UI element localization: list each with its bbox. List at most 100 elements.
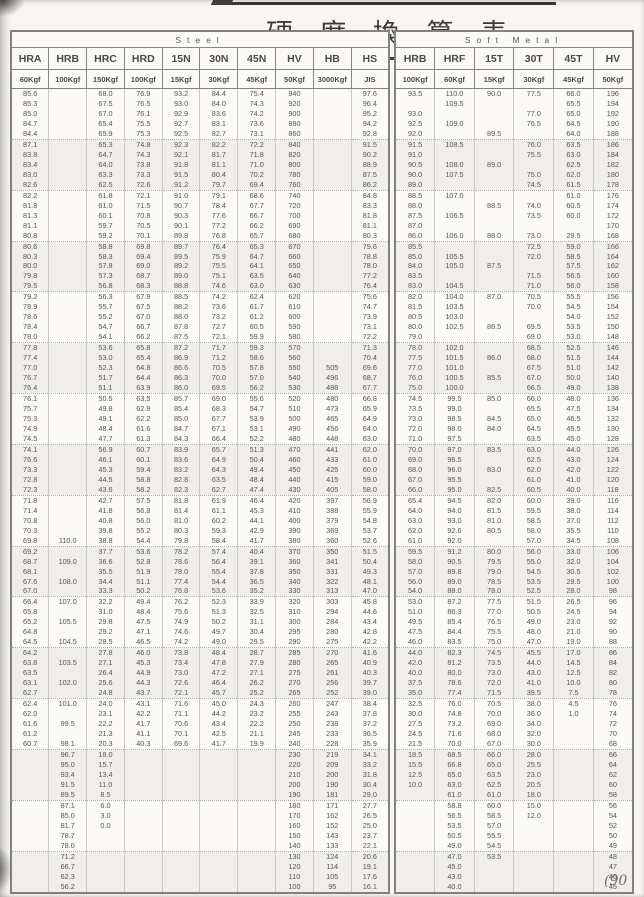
cell: 83.0 — [473, 464, 514, 475]
cell: 313 — [312, 586, 352, 598]
cell: 65.2 — [23, 617, 38, 627]
cell: 85.4 — [434, 617, 475, 628]
cell — [199, 871, 238, 882]
cell: 56 — [592, 800, 633, 811]
cell: 59.5 — [395, 546, 435, 557]
cell: 17.6 — [350, 871, 389, 882]
cell: 68.6 — [237, 190, 276, 201]
cell: 50.4 — [350, 556, 389, 567]
cell: 194 — [592, 98, 633, 109]
table-row: 15.5 66.8 65.0 25.5 64 — [395, 759, 633, 770]
cell: 68.3 — [199, 404, 238, 414]
cell: 64.5 — [11, 637, 49, 649]
cell: 27.8 — [86, 647, 125, 659]
cell: 27.1 — [86, 658, 125, 669]
cell: 25.6 — [86, 678, 125, 689]
cell: 40.3 — [123, 739, 163, 750]
cell: 87.2 — [161, 342, 200, 354]
cell: 184 — [592, 149, 633, 160]
cell: 45.8 — [350, 596, 389, 608]
cell: 820 — [275, 149, 314, 160]
cell: 85.3 — [23, 98, 38, 108]
cell: 81.3 — [23, 210, 38, 220]
cell: 78.9 — [23, 302, 38, 312]
cell: 13.4 — [86, 769, 125, 780]
table-row: 35.0 77.4 71.5 39.5 7.5 78 — [395, 688, 633, 700]
cell: 77.5 — [473, 596, 514, 608]
cell — [11, 779, 49, 790]
cell — [123, 779, 163, 790]
cell — [48, 302, 87, 313]
cell: 80.0 — [407, 322, 423, 332]
table-row: 78.0 102.0 68.5 52.5 146 — [395, 342, 633, 354]
cell: 331 — [312, 566, 352, 577]
cell: 560 — [275, 353, 314, 364]
cell: 310 — [275, 607, 314, 618]
cell: 28.7 — [237, 647, 276, 659]
cell — [395, 99, 435, 109]
table-row: 76.0 100.5 85.5 67.0 50.0 140 — [395, 373, 633, 384]
cell: 44.0 — [513, 658, 554, 669]
column-header-hra: HRA — [11, 47, 49, 70]
cell: 68.0 — [513, 353, 554, 364]
cell: 60.5 — [553, 200, 594, 211]
cell: 49.4 — [123, 596, 163, 608]
cell — [553, 881, 594, 893]
cell: 160 — [275, 820, 314, 831]
cell: 36.5 — [350, 729, 389, 739]
cell: 61.0 — [395, 535, 435, 547]
table-row: 72.8 44.5 58.8 82.8 63.5 48.4 440 415 59.0 — [11, 474, 389, 485]
cell — [473, 149, 514, 160]
cell: 89.0 — [395, 179, 435, 191]
table-row: 77.8 53.6 65.8 87.2 71.7 59.3 570 71.3 — [11, 342, 389, 354]
table-row: 89.0 74.5 61.5 178 — [395, 179, 633, 191]
cell: 150 — [592, 322, 633, 333]
cell: 48.4 — [123, 607, 163, 618]
cell: 73.1 — [237, 128, 276, 140]
cell: 56.4 — [199, 556, 238, 567]
cell: 72.5 — [513, 241, 554, 252]
cell: 57.8 — [86, 261, 125, 272]
column-header-hrb: HRB — [395, 47, 435, 70]
cell: 93.5 — [407, 89, 423, 98]
cell: 64.0 — [350, 423, 389, 434]
cell: 65.9 — [350, 404, 389, 414]
cell: 88.0 — [473, 230, 514, 242]
load-header: 100Kgf — [48, 69, 87, 89]
cell: 53.5 — [553, 322, 594, 333]
cell: 54.4 — [199, 576, 238, 587]
table-row: 85.0 67.0 76.1 92.9 83.6 74.2 900 95.2 — [11, 108, 389, 119]
cell: 81.8 — [161, 495, 200, 506]
cell: 70.4 — [350, 353, 389, 364]
cell: 124 — [312, 851, 352, 862]
cell: 134 — [592, 404, 633, 414]
cell: 42.8 — [350, 627, 389, 638]
table-row: 62.3 110 105 17.6 — [11, 871, 389, 882]
cell: 200 — [275, 779, 314, 790]
table-row: 83.4 64.0 73.8 91.8 81.1 71.0 800 88.9 — [11, 159, 389, 170]
cell — [48, 139, 87, 150]
cell: 290 — [275, 637, 314, 649]
cell: 133 — [312, 840, 352, 852]
cell: 37.0 — [553, 515, 594, 526]
cell: 50.2 — [123, 586, 163, 598]
cell: 71.4 — [23, 505, 38, 515]
cell — [395, 840, 435, 852]
cell: 75.5 — [123, 118, 163, 129]
cell: 38.0 — [513, 698, 554, 710]
cell: 39.0 — [350, 688, 389, 700]
cell — [199, 840, 238, 852]
cell: 107.0 — [48, 596, 87, 608]
cell — [553, 840, 594, 852]
cell: 83.4 — [11, 159, 49, 170]
cell: 64.3 — [199, 464, 238, 475]
cell: 80.4 — [199, 169, 238, 180]
table-row: 56.5 58.5 12.0 54 — [395, 810, 633, 821]
cell: 83.0 — [11, 169, 49, 180]
cell: 110.0 — [434, 88, 475, 99]
cell: 83.8 — [11, 149, 49, 160]
cell: 76.1 — [123, 108, 163, 119]
cell: 73.0 — [473, 668, 514, 679]
cell: 68.0 — [473, 729, 514, 739]
cell: 72.6 — [161, 678, 200, 689]
